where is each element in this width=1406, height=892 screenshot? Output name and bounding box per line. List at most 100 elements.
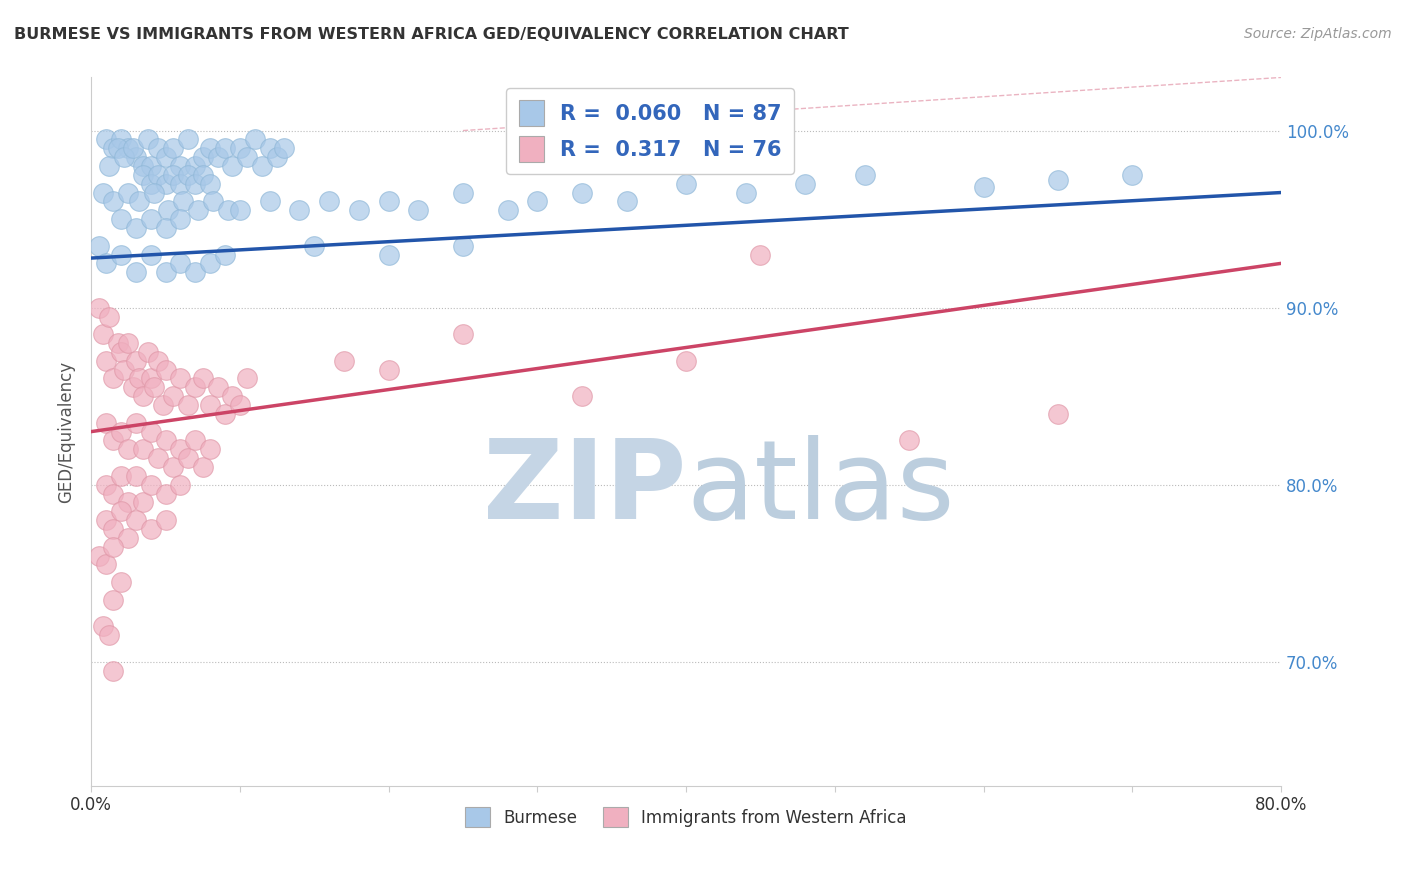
Point: [250, 159, 273, 173]
Point: [110, 425, 132, 439]
Point: [132, 442, 155, 457]
Point: [451, 186, 474, 200]
Point: [155, 265, 177, 279]
Point: [451, 238, 474, 252]
Point: [177, 451, 200, 466]
Point: [87, 238, 110, 252]
Point: [136, 132, 159, 146]
Point: [898, 434, 921, 448]
Point: [1046, 173, 1069, 187]
Point: [734, 186, 756, 200]
Point: [155, 177, 177, 191]
Point: [202, 194, 225, 209]
Point: [236, 150, 259, 164]
Point: [259, 141, 281, 155]
Point: [103, 486, 125, 500]
Point: [132, 168, 155, 182]
Point: [169, 477, 191, 491]
Point: [132, 159, 155, 173]
Point: [146, 168, 169, 182]
Point: [139, 247, 162, 261]
Point: [675, 353, 697, 368]
Point: [288, 203, 311, 218]
Text: Source: ZipAtlas.com: Source: ZipAtlas.com: [1244, 27, 1392, 41]
Point: [98, 159, 121, 173]
Point: [94, 513, 117, 527]
Point: [117, 186, 139, 200]
Point: [162, 460, 184, 475]
Point: [184, 434, 207, 448]
Point: [177, 168, 200, 182]
Point: [132, 495, 155, 509]
Point: [128, 371, 150, 385]
Point: [139, 159, 162, 173]
Point: [155, 362, 177, 376]
Point: [675, 177, 697, 191]
Point: [408, 203, 430, 218]
Point: [136, 345, 159, 359]
Point: [125, 265, 148, 279]
Point: [117, 141, 139, 155]
Point: [214, 247, 236, 261]
Point: [347, 203, 370, 218]
Point: [107, 141, 129, 155]
Point: [155, 513, 177, 527]
Point: [169, 371, 191, 385]
Point: [112, 362, 135, 376]
Point: [94, 132, 117, 146]
Point: [146, 451, 169, 466]
Point: [110, 345, 132, 359]
Point: [496, 203, 519, 218]
Point: [266, 150, 288, 164]
Legend: Burmese, Immigrants from Western Africa: Burmese, Immigrants from Western Africa: [458, 800, 914, 834]
Point: [139, 522, 162, 536]
Point: [103, 664, 125, 678]
Point: [191, 150, 214, 164]
Point: [103, 141, 125, 155]
Point: [184, 177, 207, 191]
Point: [142, 380, 165, 394]
Point: [110, 575, 132, 590]
Point: [177, 132, 200, 146]
Point: [117, 495, 139, 509]
Point: [139, 371, 162, 385]
Point: [91, 327, 114, 342]
Point: [103, 592, 125, 607]
Point: [110, 212, 132, 227]
Point: [117, 442, 139, 457]
Y-axis label: GED/Equivalency: GED/Equivalency: [58, 360, 75, 503]
Point: [139, 212, 162, 227]
Point: [451, 327, 474, 342]
Point: [377, 194, 399, 209]
Point: [155, 150, 177, 164]
Point: [169, 442, 191, 457]
Point: [377, 247, 399, 261]
Point: [91, 619, 114, 633]
Point: [155, 221, 177, 235]
Point: [125, 221, 148, 235]
Point: [121, 141, 143, 155]
Point: [125, 513, 148, 527]
Point: [146, 141, 169, 155]
Point: [94, 477, 117, 491]
Point: [103, 194, 125, 209]
Point: [794, 177, 817, 191]
Point: [103, 371, 125, 385]
Point: [139, 425, 162, 439]
Point: [1046, 407, 1069, 421]
Point: [155, 434, 177, 448]
Point: [152, 398, 174, 412]
Point: [217, 203, 239, 218]
Point: [229, 141, 252, 155]
Point: [177, 398, 200, 412]
Point: [318, 194, 340, 209]
Point: [302, 238, 325, 252]
Point: [198, 398, 221, 412]
Point: [198, 256, 221, 270]
Point: [162, 389, 184, 403]
Point: [229, 203, 252, 218]
Point: [191, 168, 214, 182]
Point: [125, 416, 148, 430]
Point: [853, 168, 876, 182]
Point: [125, 353, 148, 368]
